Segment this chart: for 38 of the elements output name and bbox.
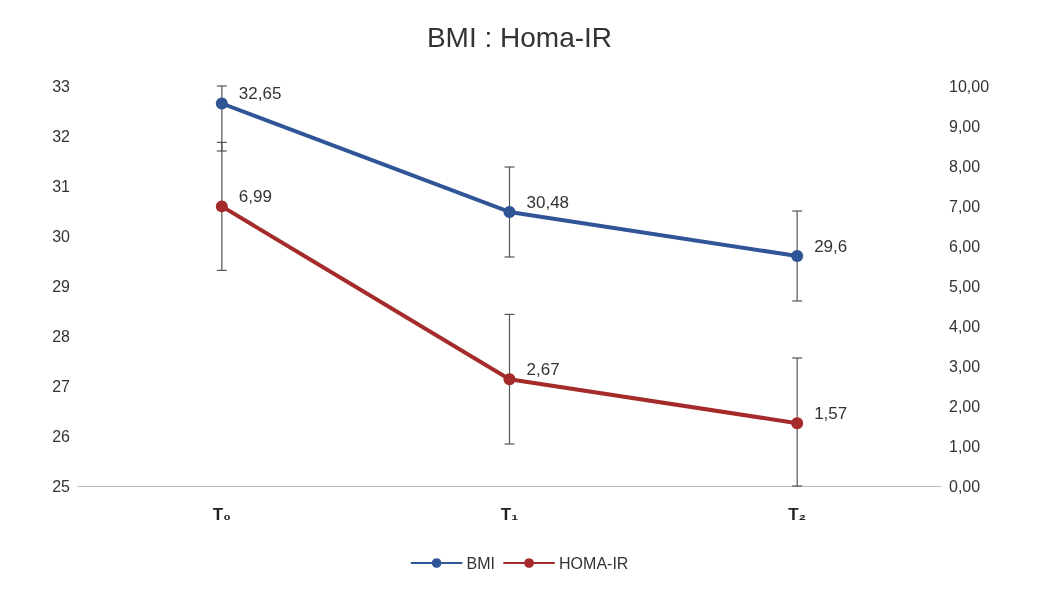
legend-label: BMI (466, 554, 496, 572)
data-label: 30,48 (526, 192, 570, 212)
point (791, 250, 804, 262)
x-tick-label: T₂ (788, 505, 807, 524)
point (503, 373, 516, 386)
y-tick-label: 30 (52, 227, 71, 245)
data-label: 32,65 (238, 84, 282, 103)
y-tick-label: 25 (52, 477, 71, 495)
point (215, 200, 228, 213)
y2-tick-label: 5,00 (949, 277, 981, 295)
point (503, 206, 516, 218)
data-label: 1,57 (814, 403, 848, 423)
y-tick-label: 27 (52, 377, 71, 395)
y-tick-label: 33 (52, 77, 71, 95)
data-label: 29,6 (814, 236, 848, 256)
y2-tick-label: 0,00 (949, 477, 981, 495)
y-tick-label: 31 (52, 177, 71, 195)
data-label: 6,99 (238, 186, 272, 206)
y2-tick-label: 1,00 (949, 437, 981, 455)
y-tick-label: 28 (52, 327, 71, 345)
y2-tick-label: 10,00 (949, 77, 990, 95)
y2-tick-label: 2,00 (949, 397, 981, 415)
y2-tick-label: 4,00 (949, 317, 981, 335)
y-tick-label: 32 (52, 127, 71, 145)
y-tick-label: 29 (52, 277, 71, 295)
y2-tick-label: 8,00 (949, 157, 981, 175)
legend-label: HOMA-IR (559, 554, 629, 572)
chart-title: BMI : Homa-IR (426, 21, 613, 53)
y-tick-label: 26 (52, 427, 71, 445)
point (215, 97, 228, 110)
y2-tick-label: 6,00 (949, 237, 981, 255)
y2-tick-label: 3,00 (949, 357, 981, 375)
x-tick-label: T₀ (212, 505, 231, 524)
point (791, 417, 804, 430)
data-label: 2,67 (526, 359, 560, 379)
y2-tick-label: 7,00 (949, 197, 981, 215)
y2-tick-label: 9,00 (949, 117, 981, 135)
x-tick-label: T₁ (500, 505, 519, 524)
